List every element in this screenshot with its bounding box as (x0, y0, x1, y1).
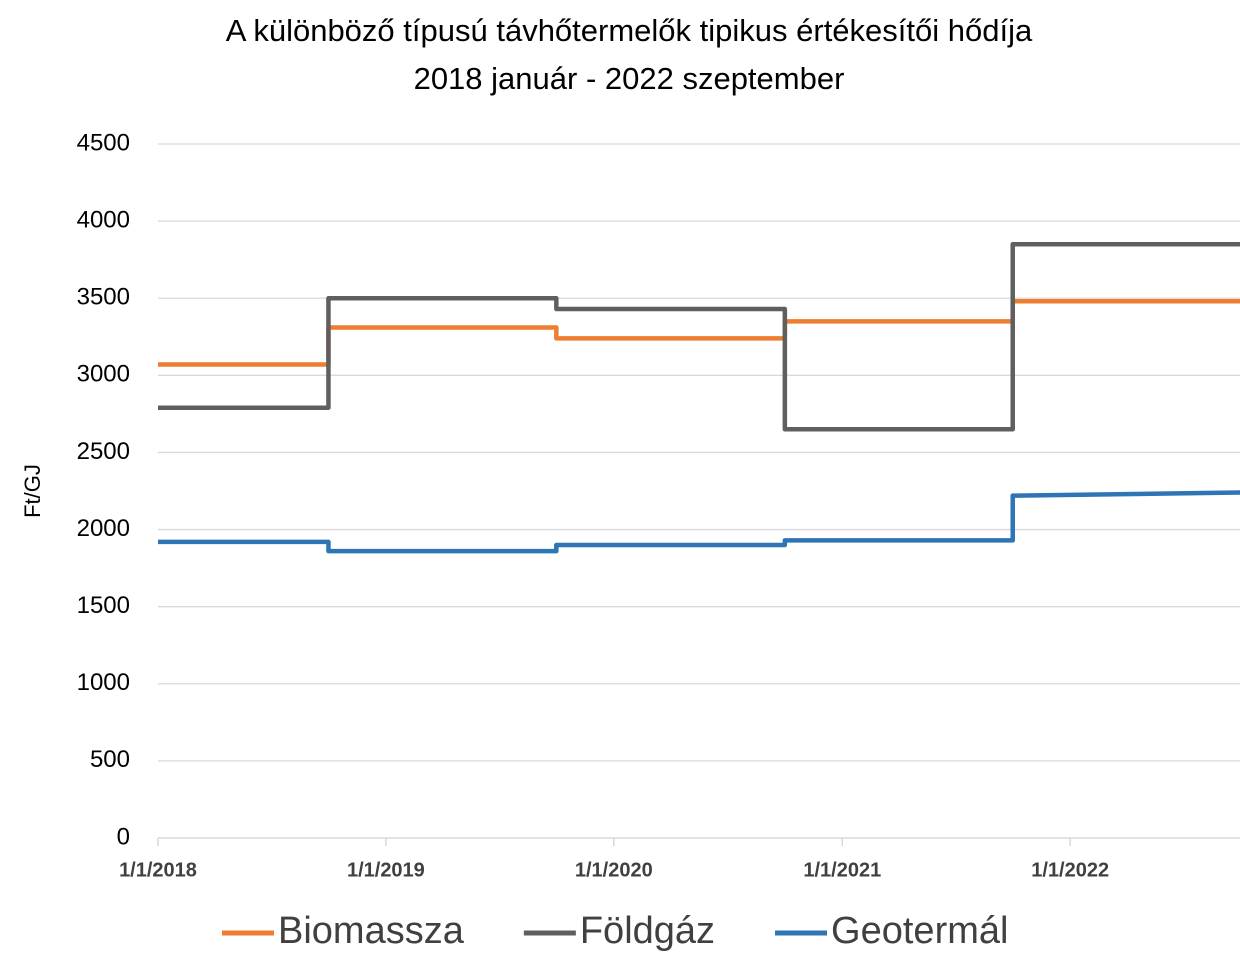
y-tick-label: 2000 (77, 515, 130, 542)
y-tick-label: 4500 (77, 129, 130, 156)
y-tick-label: 4000 (77, 206, 130, 233)
x-tick-label: 1/1/2021 (803, 859, 881, 881)
x-tick-label: 1/1/2019 (347, 859, 425, 881)
legend-label: Földgáz (580, 910, 715, 952)
chart-subtitle: 2018 január - 2022 szeptember (414, 61, 845, 96)
y-axis-label: Ft/GJ (20, 464, 45, 518)
y-tick-label: 3500 (77, 284, 130, 311)
y-tick-label: 500 (90, 746, 130, 773)
x-tick-label: 1/1/2020 (575, 859, 653, 881)
chart-title: A különböző típusú távhőtermelők tipikus… (226, 13, 1033, 48)
legend-label: Biomassza (278, 910, 465, 952)
y-tick-label: 3000 (77, 361, 130, 388)
y-tick-label: 1500 (77, 592, 130, 619)
x-tick-label: 1/1/2018 (119, 859, 197, 881)
y-tick-label: 0 (117, 823, 130, 850)
y-tick-label: 1000 (77, 669, 130, 696)
legend-label: Geotermál (831, 910, 1008, 952)
series-line (158, 241, 1240, 432)
x-tick-label: 1/1/2022 (1031, 859, 1109, 881)
y-tick-label: 2500 (77, 438, 130, 465)
series-line (158, 490, 1240, 554)
